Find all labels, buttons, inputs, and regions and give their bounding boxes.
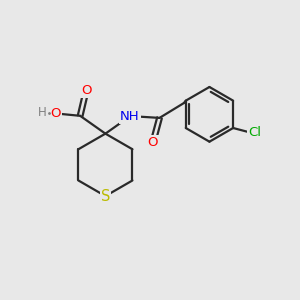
Text: S: S — [101, 189, 110, 204]
Text: NH: NH — [120, 110, 140, 123]
Text: O: O — [148, 136, 158, 149]
Text: Cl: Cl — [248, 126, 261, 139]
Text: O: O — [50, 107, 61, 120]
Text: O: O — [81, 84, 91, 97]
Text: H: H — [38, 106, 47, 119]
